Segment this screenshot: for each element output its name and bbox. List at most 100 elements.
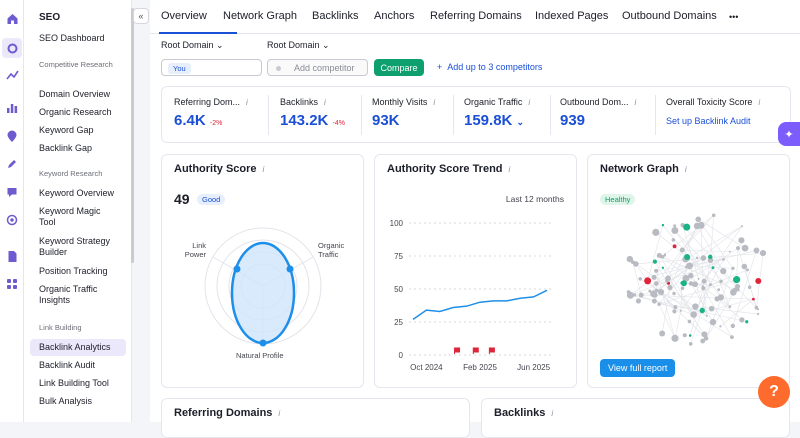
network-node (665, 279, 669, 283)
info-icon[interactable]: i (551, 409, 553, 418)
tab-indexed-pages[interactable]: Indexed Pages (535, 10, 608, 22)
sidebar-item-link-building-tool[interactable]: Link Building Tool (39, 378, 127, 389)
sidebar-item-keyword-magic-tool[interactable]: Keyword Magic Tool (39, 206, 111, 228)
network-node (654, 269, 658, 273)
sidebar-item-keyword-strategy-builder[interactable]: Keyword Strategy Builder (39, 236, 119, 258)
tab-network-graph[interactable]: Network Graph (223, 10, 297, 22)
trend-line (413, 290, 547, 319)
pen-icon[interactable] (4, 156, 20, 172)
root-domain-select-2[interactable]: Root Domain ⌄ (267, 40, 330, 51)
network-node (706, 315, 708, 317)
chart-icon[interactable] (4, 100, 20, 116)
sidebar-item-seo-dashboard[interactable]: SEO Dashboard (39, 33, 127, 44)
metric-referring-domains[interactable]: Referring Dom...i 6.4K -2% (174, 97, 248, 129)
sidebar-item-organic-research[interactable]: Organic Research (39, 107, 127, 118)
chevron-down-icon: ⌄ (216, 40, 224, 50)
home-icon[interactable] (4, 10, 20, 26)
tab-referring-domains[interactable]: Referring Domains (430, 10, 522, 22)
network-node (729, 251, 731, 253)
you-domain-input[interactable]: You (161, 59, 262, 76)
ai-assistant-button[interactable]: ✦ (778, 122, 800, 146)
network-node (653, 260, 657, 264)
network-node (657, 303, 660, 306)
doc-icon[interactable] (4, 248, 20, 264)
tab-overview[interactable]: Overview (161, 10, 207, 22)
network-node (689, 334, 692, 337)
tab-backlinks[interactable]: Backlinks (312, 10, 358, 22)
card-title: Authority Score Trend (387, 163, 503, 175)
location-icon[interactable] (4, 128, 20, 144)
radar-point-organic-traffic[interactable] (287, 266, 294, 273)
network-node (719, 325, 721, 327)
sidebar-item-domain-overview[interactable]: Domain Overview (39, 89, 127, 100)
info-icon[interactable]: i (278, 409, 280, 418)
network-node (638, 277, 642, 281)
sidebar-item-position-tracking[interactable]: Position Tracking (39, 266, 127, 277)
sidebar-item-organic-traffic-insights[interactable]: Organic Traffic Insights (39, 284, 114, 306)
radar-point-natural-profile[interactable] (260, 340, 267, 347)
network-node (738, 237, 744, 243)
network-node (757, 313, 759, 315)
network-graph-visual[interactable] (618, 203, 778, 353)
sidebar-item-bulk-analysis[interactable]: Bulk Analysis (39, 396, 127, 407)
event-flag-icon (455, 348, 460, 354)
tab-outbound-domains[interactable]: Outbound Domains (622, 10, 717, 22)
sidebar-item-backlink-gap[interactable]: Backlink Gap (39, 143, 127, 154)
sidebar-item-backlink-analytics[interactable]: Backlink Analytics (30, 339, 126, 356)
competitor-input[interactable]: Add competitor (267, 59, 368, 76)
info-icon[interactable]: i (758, 98, 760, 107)
network-node (672, 309, 676, 313)
info-icon[interactable]: i (246, 98, 248, 107)
network-node (654, 289, 658, 293)
network-node (671, 227, 678, 234)
x-tick-label: Jun 2025 (517, 363, 550, 372)
help-button[interactable]: ? (758, 376, 790, 408)
setup-backlink-audit-link[interactable]: Set up Backlink Audit (666, 116, 760, 126)
chevron-down-icon[interactable]: ⌄ (517, 117, 525, 127)
sidebar-item-backlink-audit[interactable]: Backlink Audit (39, 360, 127, 371)
compare-button[interactable]: Compare (374, 59, 424, 76)
info-icon[interactable]: i (528, 98, 530, 107)
sidebar-item-keyword-gap[interactable]: Keyword Gap (39, 125, 127, 136)
network-node (662, 224, 664, 226)
you-chip: You (168, 63, 191, 74)
event-flag-icon (489, 348, 494, 354)
info-icon[interactable]: i (635, 98, 637, 107)
sidebar-scrollbar[interactable] (131, 8, 134, 263)
network-node (742, 245, 749, 252)
chat-icon[interactable] (4, 184, 20, 200)
target-icon[interactable] (4, 212, 20, 228)
info-icon[interactable]: i (263, 165, 265, 174)
metric-divider (361, 95, 362, 135)
apps-icon[interactable] (4, 276, 20, 292)
metric-outbound-domains[interactable]: Outbound Dom...i 939 (560, 97, 636, 129)
seo-icon[interactable] (2, 38, 22, 58)
info-icon[interactable]: i (433, 98, 435, 107)
trend-icon[interactable] (4, 66, 20, 82)
view-full-report-button[interactable]: View full report (600, 359, 675, 377)
backlinks-card: Backlinks i (481, 398, 790, 438)
network-node (739, 317, 744, 322)
tab-anchors[interactable]: Anchors (374, 10, 414, 22)
card-title: Backlinks (494, 407, 545, 419)
root-domain-select-1[interactable]: Root Domain ⌄ (161, 40, 224, 51)
collapse-sidebar-button[interactable]: « (133, 8, 149, 24)
sidebar-title: SEO (39, 12, 60, 23)
radar-point-link-power[interactable] (234, 266, 241, 273)
network-node (681, 286, 685, 290)
add-competitors-link[interactable]: + Add up to 3 competitors (437, 62, 542, 72)
competitor-dot-icon (276, 66, 281, 71)
info-icon[interactable]: i (509, 165, 511, 174)
info-icon[interactable]: i (324, 98, 326, 107)
metric-toxicity-score: Overall Toxicity Score i Set up Backlink … (666, 97, 760, 126)
sidebar-item-keyword-overview[interactable]: Keyword Overview (39, 188, 127, 199)
info-icon[interactable]: i (685, 165, 687, 174)
more-tabs-button[interactable]: ••• (729, 12, 738, 22)
metric-label: Organic Traffic (464, 97, 522, 107)
metric-label: Overall Toxicity Score (666, 97, 752, 107)
network-node (667, 285, 672, 290)
competitor-placeholder: Add competitor (294, 63, 355, 73)
